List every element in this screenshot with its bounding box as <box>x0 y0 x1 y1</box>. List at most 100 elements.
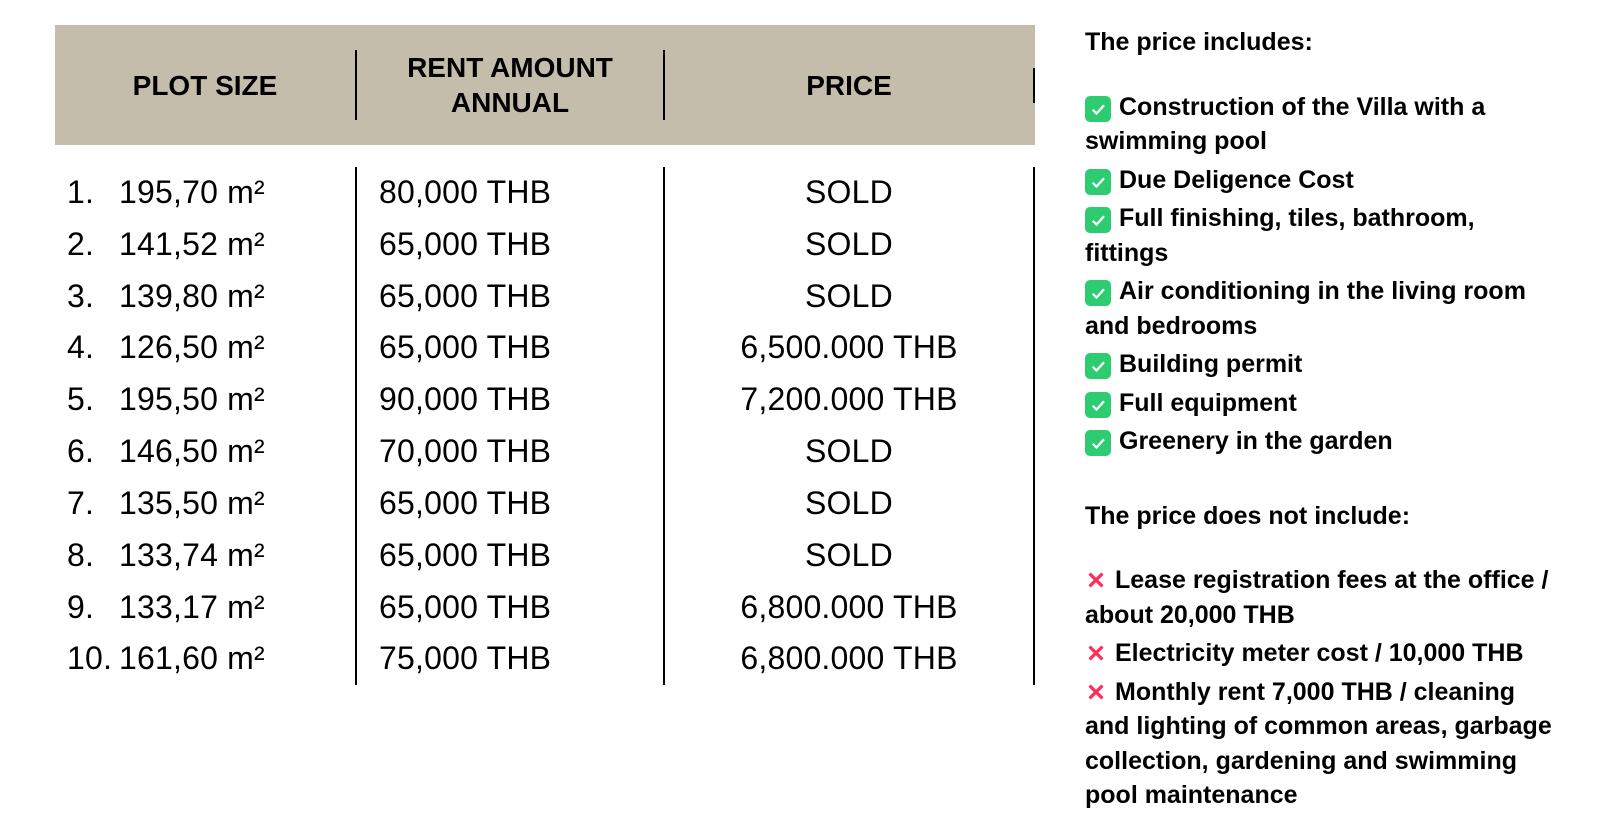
plot-size-cell: 5.195,50 m² <box>55 374 355 426</box>
price-cell: SOLD <box>665 271 1035 323</box>
includes-item-text: Building permit <box>1119 350 1302 378</box>
row-index: 7. <box>67 478 119 530</box>
x-icon <box>1085 569 1107 591</box>
table-row: 1.195,70 m²80,000 THBSOLD <box>55 167 1035 219</box>
table-row: 5.195,50 m²90,000 THB7,200.000 THB <box>55 374 1035 426</box>
price-notes-sidebar: The price includes: Construction of the … <box>1085 25 1560 735</box>
row-index: 9. <box>67 582 119 634</box>
excludes-item-text: Monthly rent 7,000 THB / cleaning and li… <box>1085 678 1552 810</box>
plot-size-value: 195,50 m² <box>119 374 355 426</box>
rent-cell: 65,000 THB <box>355 582 665 634</box>
pricing-table: PLOT SIZE RENT AMOUNTANNUAL PRICE 1.195,… <box>55 25 1035 735</box>
plot-size-value: 126,50 m² <box>119 322 355 374</box>
includes-item: Full equipment <box>1085 386 1560 421</box>
plot-size-cell: 8.133,74 m² <box>55 530 355 582</box>
includes-title: The price includes: <box>1085 25 1560 60</box>
plot-size-cell: 9.133,17 m² <box>55 582 355 634</box>
includes-list: Construction of the Villa with a swimmin… <box>1085 90 1560 459</box>
rent-cell: 65,000 THB <box>355 530 665 582</box>
plot-size-cell: 7.135,50 m² <box>55 478 355 530</box>
price-cell: SOLD <box>665 219 1035 271</box>
includes-item: Construction of the Villa with a swimmin… <box>1085 90 1560 159</box>
plot-size-cell: 3.139,80 m² <box>55 271 355 323</box>
table-row: 8.133,74 m²65,000 THBSOLD <box>55 530 1035 582</box>
rent-cell: 90,000 THB <box>355 374 665 426</box>
check-icon <box>1085 353 1111 379</box>
includes-item-text: Due Deligence Cost <box>1119 166 1354 194</box>
plot-size-cell: 4.126,50 m² <box>55 322 355 374</box>
plot-size-value: 141,52 m² <box>119 219 355 271</box>
table-row: 4.126,50 m²65,000 THB6,500.000 THB <box>55 322 1035 374</box>
includes-item: Greenery in the garden <box>1085 424 1560 459</box>
row-index: 8. <box>67 530 119 582</box>
includes-item-text: Full equipment <box>1119 389 1297 417</box>
price-cell: SOLD <box>665 530 1035 582</box>
row-index: 4. <box>67 322 119 374</box>
excludes-item-text: Electricity meter cost / 10,000 THB <box>1115 639 1524 667</box>
price-cell: 7,200.000 THB <box>665 374 1035 426</box>
rent-cell: 65,000 THB <box>355 271 665 323</box>
rent-cell: 80,000 THB <box>355 167 665 219</box>
rent-cell: 75,000 THB <box>355 633 665 685</box>
table-row: 2.141,52 m²65,000 THBSOLD <box>55 219 1035 271</box>
check-icon <box>1085 430 1111 456</box>
check-icon <box>1085 169 1111 195</box>
includes-item: Full finishing, tiles, bathroom, fitting… <box>1085 201 1560 270</box>
table-body: 1.195,70 m²80,000 THBSOLD2.141,52 m²65,0… <box>55 145 1035 685</box>
table-row: 6.146,50 m²70,000 THBSOLD <box>55 426 1035 478</box>
excludes-item: Monthly rent 7,000 THB / cleaning and li… <box>1085 675 1560 813</box>
excludes-item: Lease registration fees at the office / … <box>1085 563 1560 632</box>
x-icon <box>1085 642 1107 664</box>
check-icon <box>1085 392 1111 418</box>
plot-size-value: 161,60 m² <box>119 633 355 685</box>
price-cell: 6,500.000 THB <box>665 322 1035 374</box>
row-index: 2. <box>67 219 119 271</box>
price-cell: SOLD <box>665 167 1035 219</box>
plot-size-value: 139,80 m² <box>119 271 355 323</box>
table-row: 3.139,80 m²65,000 THBSOLD <box>55 271 1035 323</box>
rent-cell: 65,000 THB <box>355 219 665 271</box>
plot-size-cell: 1.195,70 m² <box>55 167 355 219</box>
price-cell: 6,800.000 THB <box>665 633 1035 685</box>
table-row: 10.161,60 m²75,000 THB6,800.000 THB <box>55 633 1035 685</box>
table-header-rent: RENT AMOUNTANNUAL <box>355 50 665 120</box>
includes-item-text: Full finishing, tiles, bathroom, fitting… <box>1085 204 1475 267</box>
plot-size-cell: 6.146,50 m² <box>55 426 355 478</box>
plot-size-value: 146,50 m² <box>119 426 355 478</box>
plot-size-value: 133,74 m² <box>119 530 355 582</box>
check-icon <box>1085 96 1111 122</box>
excludes-item: Electricity meter cost / 10,000 THB <box>1085 636 1560 671</box>
includes-item: Due Deligence Cost <box>1085 163 1560 198</box>
plot-size-value: 133,17 m² <box>119 582 355 634</box>
table-row: 9.133,17 m²65,000 THB6,800.000 THB <box>55 582 1035 634</box>
excludes-item-text: Lease registration fees at the office / … <box>1085 566 1548 629</box>
table-row: 7.135,50 m²65,000 THBSOLD <box>55 478 1035 530</box>
includes-item: Building permit <box>1085 347 1560 382</box>
excludes-list: Lease registration fees at the office / … <box>1085 563 1560 813</box>
rent-cell: 65,000 THB <box>355 322 665 374</box>
plot-size-cell: 2.141,52 m² <box>55 219 355 271</box>
check-icon <box>1085 280 1111 306</box>
price-cell: 6,800.000 THB <box>665 582 1035 634</box>
table-header-price: PRICE <box>665 68 1035 103</box>
plot-size-cell: 10.161,60 m² <box>55 633 355 685</box>
row-index: 6. <box>67 426 119 478</box>
row-index: 1. <box>67 167 119 219</box>
row-index: 5. <box>67 374 119 426</box>
includes-item-text: Air conditioning in the living room and … <box>1085 277 1526 340</box>
includes-item-text: Greenery in the garden <box>1119 427 1393 455</box>
table-header-plot-size: PLOT SIZE <box>55 68 355 103</box>
plot-size-value: 195,70 m² <box>119 167 355 219</box>
rent-cell: 70,000 THB <box>355 426 665 478</box>
page-layout: PLOT SIZE RENT AMOUNTANNUAL PRICE 1.195,… <box>55 25 1560 735</box>
check-icon <box>1085 207 1111 233</box>
row-index: 10. <box>67 633 119 685</box>
row-index: 3. <box>67 271 119 323</box>
table-header-row: PLOT SIZE RENT AMOUNTANNUAL PRICE <box>55 25 1035 145</box>
includes-item: Air conditioning in the living room and … <box>1085 274 1560 343</box>
rent-cell: 65,000 THB <box>355 478 665 530</box>
x-icon <box>1085 681 1107 703</box>
excludes-title: The price does not include: <box>1085 499 1560 534</box>
includes-item-text: Construction of the Villa with a swimmin… <box>1085 93 1485 156</box>
price-cell: SOLD <box>665 478 1035 530</box>
